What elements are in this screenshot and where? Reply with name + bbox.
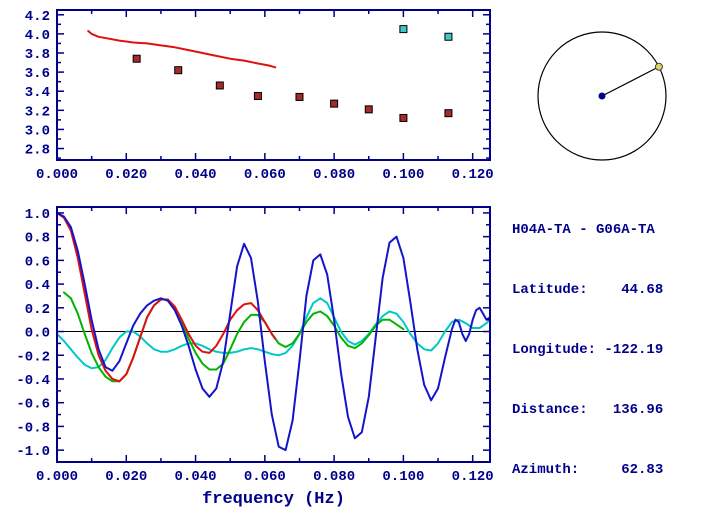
y-tick-label: 0.2 [25, 302, 50, 318]
group-velocity-picks-marker [174, 66, 183, 75]
plot-frame [56, 9, 491, 161]
station-azimuth-dot [654, 62, 663, 71]
x-tick-label: 0.040 [175, 469, 217, 485]
y-tick-label: 4.0 [25, 28, 50, 44]
y-tick-label: -1.0 [16, 444, 50, 460]
info-line-longitude: Longitude: -122.19 [512, 342, 664, 358]
y-tick-label: 0.8 [25, 231, 50, 247]
y-tick-label: -0.8 [16, 420, 50, 436]
y-tick-label: 3.8 [25, 47, 50, 63]
y-tick-label: -0.4 [16, 373, 50, 389]
y-tick-label: 3.2 [25, 104, 50, 120]
red-spectrum-curve [56, 211, 277, 383]
station-center-dot [598, 92, 606, 100]
spectrum-chart: 0.000 0.020 0.040 0.060 0.080 0.100 0.120 1.0 0.… [16, 206, 494, 509]
x-tick-label: 0.020 [105, 469, 147, 485]
blue-spectrum-curve [56, 211, 491, 452]
y-tick-label: 1.0 [25, 207, 50, 223]
x-tick-label: 0.020 [105, 167, 147, 183]
group-velocity-picks-marker [330, 99, 339, 108]
y-tick-label: 2.8 [25, 143, 50, 159]
y-tick-label: -0.2 [16, 349, 50, 365]
group-velocity-picks-marker [399, 113, 408, 122]
cyan-spectrum-curve [56, 297, 491, 370]
info-line-latitude: Latitude: 44.68 [512, 282, 664, 298]
y-tick-label: 0.0 [25, 326, 50, 342]
azimuth-compass [537, 31, 667, 161]
group-velocity-picks-marker [253, 91, 262, 100]
y-tick-label: 0.4 [25, 278, 50, 294]
plot-frame [56, 206, 491, 463]
x-tick-label: 0.060 [244, 469, 286, 485]
x-tick-label: 0.120 [452, 167, 494, 183]
x-tick-label: 0.040 [175, 167, 217, 183]
x-tick-label: 0.080 [313, 469, 355, 485]
azimuth-line [601, 66, 660, 97]
info-line-azimuth: Azimuth: 62.83 [512, 462, 664, 478]
y-tick-label: 3.6 [25, 66, 50, 82]
x-tick-label: 0.100 [382, 167, 424, 183]
x-tick-label: 0.000 [36, 167, 78, 183]
group-velocity-picks-marker [364, 105, 373, 114]
x-tick-label: 0.100 [382, 469, 424, 485]
station-pair-title: H04A-TA - G06A-TA [512, 222, 655, 238]
station-info-panel: H04A-TA - G06A-TA Latitude: 44.68 Longit… [512, 180, 663, 519]
x-tick-label: 0.060 [244, 167, 286, 183]
group-velocity-picks-marker [295, 92, 304, 101]
x-axis-label: frequency (Hz) [202, 490, 345, 509]
x-tick-label: 0.120 [452, 469, 494, 485]
group-velocity-picks-marker [215, 81, 224, 90]
reference-dispersion-curve [87, 30, 277, 69]
group-velocity-picks-marker [444, 109, 453, 118]
outlier-picks-marker [399, 25, 408, 34]
group-velocity-picks-marker [132, 54, 141, 63]
compass-circle [537, 31, 667, 161]
x-tick-label: 0.000 [36, 469, 78, 485]
y-tick-label: 4.2 [25, 9, 50, 25]
y-tick-label: 0.6 [25, 254, 50, 270]
dispersion-chart: 0.000 0.020 0.040 0.060 0.080 0.100 0.120 2.8 3.… [25, 9, 494, 183]
y-tick-label: -0.6 [16, 397, 50, 413]
outlier-picks-marker [444, 32, 453, 41]
x-tick-label: 0.080 [313, 167, 355, 183]
y-tick-label: 3.4 [25, 85, 50, 101]
y-tick-label: 3.0 [25, 123, 50, 139]
info-line-distance: Distance: 136.96 [512, 402, 664, 418]
